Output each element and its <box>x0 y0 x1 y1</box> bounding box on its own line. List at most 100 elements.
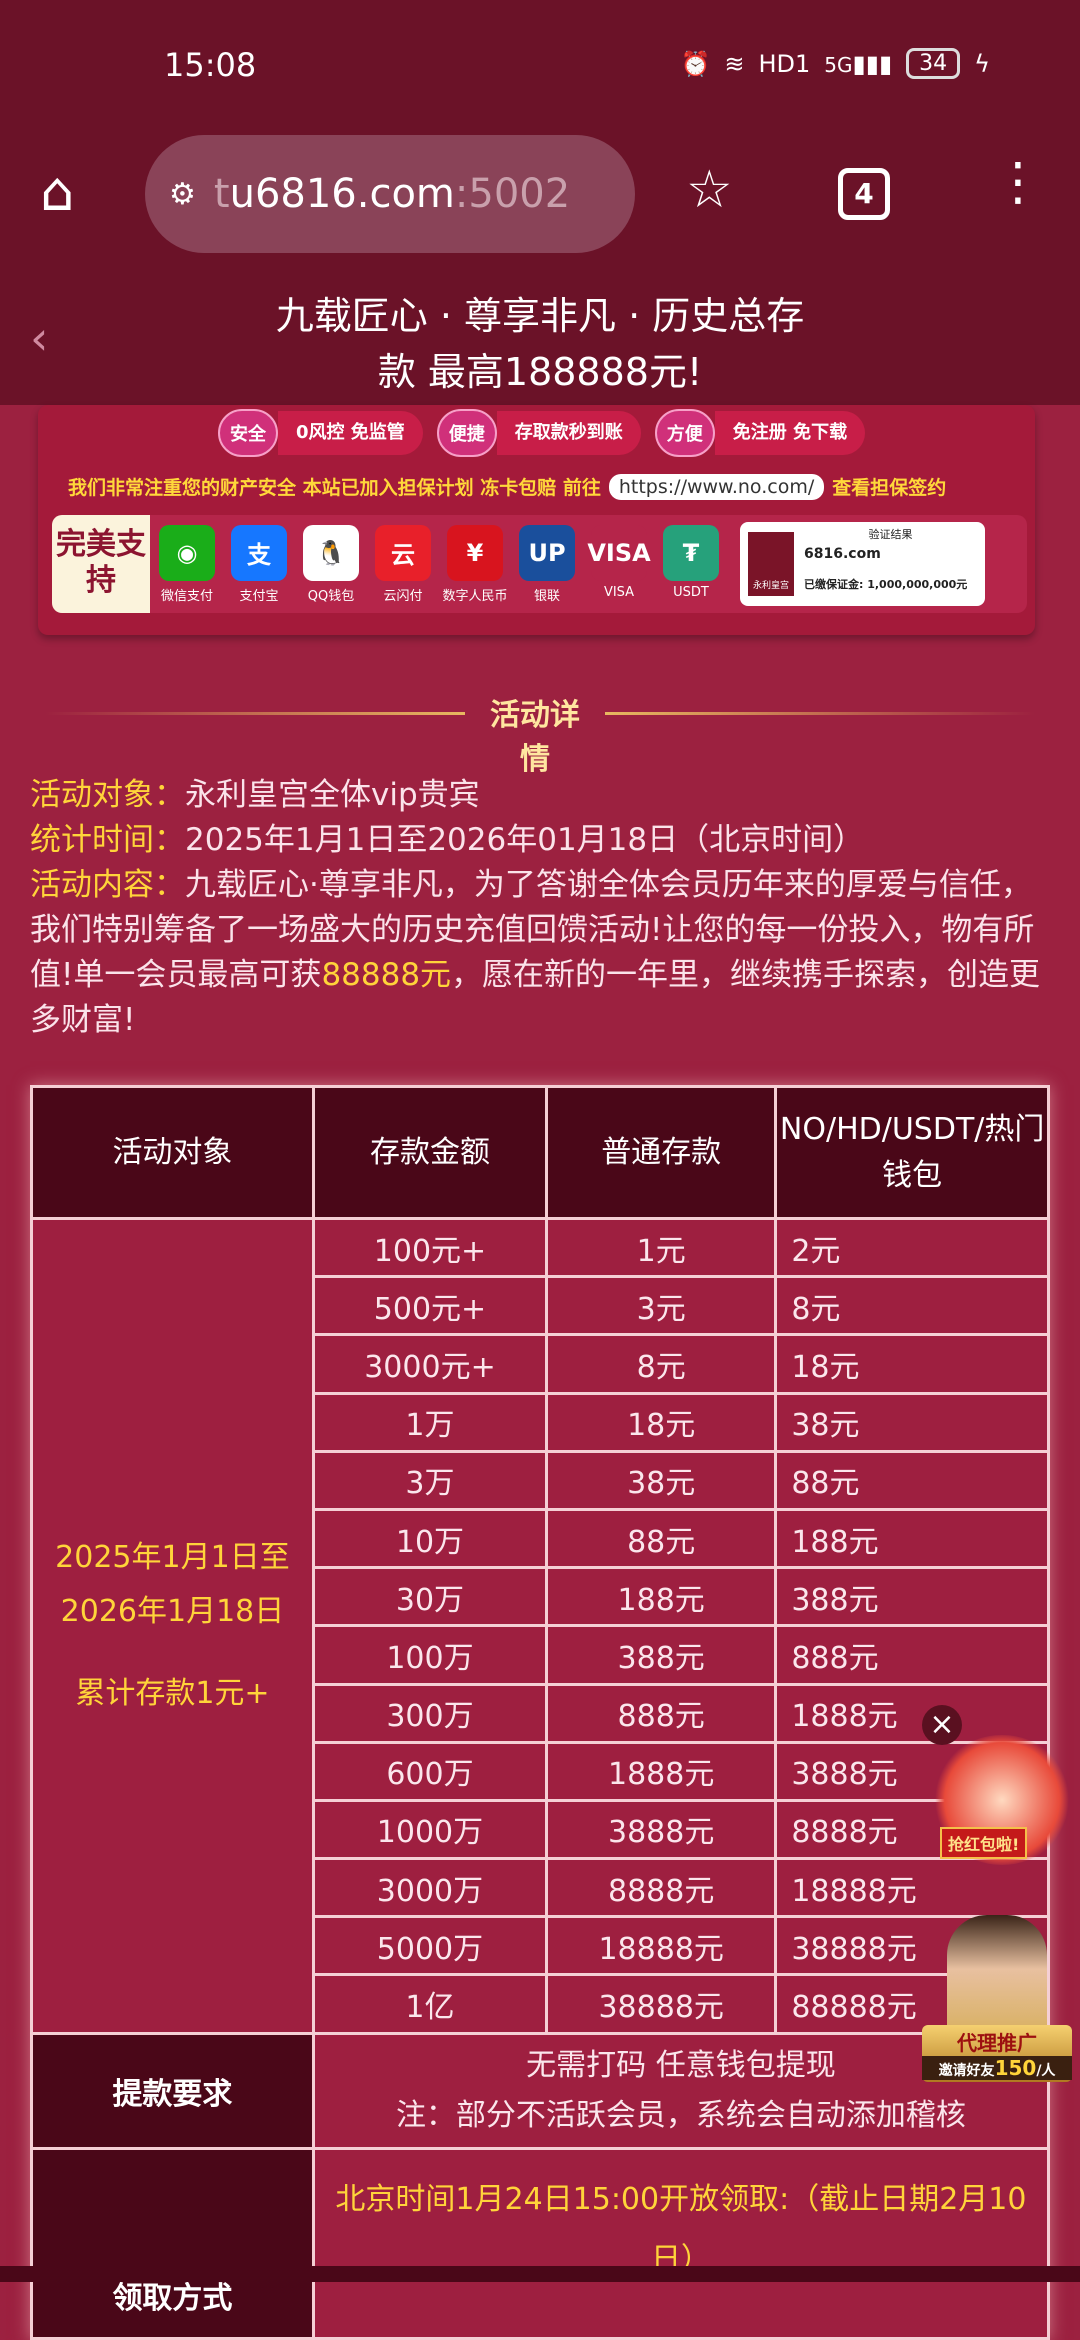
home-icon[interactable]: ⌂ <box>40 160 75 223</box>
normal-bonus-cell: 3888元 <box>545 1798 778 1861</box>
clock: 15:08 <box>164 46 257 84</box>
table-row: 1万 18元 38元 <box>32 1391 1050 1453</box>
amount-cell: 5000万 <box>311 1915 549 1977</box>
header-normal: 普通存款 <box>545 1085 778 1220</box>
amount-cell: 100元+ <box>311 1216 549 1279</box>
amount-cell: 100万 <box>311 1624 549 1686</box>
payment-logo-icon: ₮ <box>663 524 719 581</box>
target-value: 永利皇宫全体vip贵宾 <box>185 777 480 813</box>
payment-logo-icon: ¥ <box>447 524 503 581</box>
tab-switcher-button[interactable]: 4 <box>838 168 890 220</box>
pill-tag: 安全 <box>218 409 278 457</box>
amount-cell: 1000万 <box>311 1798 549 1861</box>
url-prefix: t <box>213 171 230 217</box>
payment-method: ¥ 数字人民币 <box>440 524 510 604</box>
table-row: 10万 88元 188元 <box>32 1507 1050 1570</box>
close-icon[interactable]: × <box>922 1705 962 1745</box>
feature-pill-fast: 便捷 存取款秒到账 <box>436 409 641 457</box>
section-divider: 活动详情 <box>45 690 1035 777</box>
payment-label: 微信支付 <box>160 588 213 604</box>
pill-text: 存取款秒到账 <box>496 411 641 455</box>
feature-pill-safe: 安全 0风控 免监管 <box>218 409 423 457</box>
payment-label: QQ钱包 <box>307 588 355 604</box>
normal-bonus-cell: 88元 <box>545 1507 778 1570</box>
divider-line-right <box>605 712 1035 715</box>
activity-intro: 活动对象：永利皇宫全体vip贵宾 统计时间：2025年1月1日至2026年01月… <box>30 773 1050 1043</box>
charging-icon: ϟ <box>974 49 990 78</box>
agent-title: 代理推广 <box>957 2031 1037 2055</box>
guarantee-notice: 我们非常注重您的财产安全 本站已加入担保计划 冻卡包赔 前往 https://w… <box>68 473 946 500</box>
guarantee-banner: 安全 0风控 免监管 便捷 存取款秒到账 方便 免注册 免下载 我们非常注重您的财产安… <box>38 405 1035 635</box>
table-row: 300万 888元 1888元 <box>32 1682 1050 1744</box>
amount-cell: 600万 <box>311 1740 549 1802</box>
payment-method: 🐧 QQ钱包 <box>296 524 366 604</box>
verify-title: 验证结果 <box>868 528 913 541</box>
verification-card: 验证结果 永利皇宫 6816.com 已缴保证金: 1,000,000,000元 <box>740 522 985 606</box>
normal-bonus-cell: 1元 <box>545 1216 778 1279</box>
table-row: 3000万 8888元 18888元 <box>32 1857 1050 1919</box>
address-bar[interactable]: ⚙ t u6816.com:5002 <box>145 135 635 253</box>
target-cell: 2025年1月1日至 2026年1月18日 累计存款1元+ <box>30 1217 315 2035</box>
normal-bonus-cell: 38元 <box>545 1449 778 1511</box>
wallet-bonus-cell: 388元 <box>774 1566 1050 1628</box>
pill-text: 0风控 免监管 <box>278 411 423 455</box>
amount-cell: 3000元+ <box>311 1333 549 1395</box>
payment-label: 云闪付 <box>383 588 423 604</box>
table-row: 1000万 3888元 8888元 <box>32 1798 1050 1861</box>
payment-method: ₮ USDT <box>656 524 726 604</box>
amount-cell: 1亿 <box>311 1973 549 2035</box>
claim-label: 领取方式 <box>30 2146 315 2340</box>
header-amount: 存款金额 <box>311 1085 549 1220</box>
wallet-bonus-cell: 8元 <box>774 1275 1050 1337</box>
url-host: u6816.com <box>229 171 455 217</box>
payment-logo-icon: 支 <box>231 524 287 581</box>
amount-cell: 10万 <box>311 1507 549 1570</box>
amount-cell: 30万 <box>311 1566 549 1628</box>
normal-bonus-cell: 188元 <box>545 1566 778 1628</box>
header-target: 活动对象 <box>30 1085 315 1220</box>
normal-bonus-cell: 38888元 <box>545 1973 778 2035</box>
url-port: :5002 <box>454 171 571 217</box>
back-chevron-icon[interactable]: ‹ <box>30 311 49 365</box>
normal-bonus-cell: 18元 <box>545 1391 778 1453</box>
bonus-table: 活动对象 存款金额 普通存款 NO/HD/USDT/热门钱包 2025年1月1日… <box>30 1085 1051 2340</box>
amount-cell: 1万 <box>311 1391 549 1453</box>
target-line: 2026年1月18日 <box>60 1593 285 1629</box>
site-settings-icon[interactable]: ⚙ <box>169 176 196 212</box>
page-title-line1: 九载匠心 · 尊享非凡 · 历史总存 <box>275 294 805 338</box>
hd-icon: HD1 <box>758 49 811 78</box>
agent-sub: 邀请好友 <box>938 2063 995 2079</box>
content-label: 活动内容： <box>30 867 185 903</box>
content-highlight: 88888元 <box>321 957 452 993</box>
payment-method: 支支付宝 <box>224 524 294 604</box>
page-title-line2: 款 最高188888元! <box>377 350 703 394</box>
more-menu-icon[interactable]: ⋮ <box>992 152 1044 212</box>
agent-promo-float[interactable]: 代理推广 邀请好友150/人 <box>922 1915 1072 2082</box>
normal-bonus-cell: 3元 <box>545 1275 778 1337</box>
promo-image <box>947 1915 1047 2035</box>
bookmark-star-icon[interactable]: ☆ <box>686 160 733 220</box>
guarantee-link[interactable]: https://www.no.com/ <box>608 473 825 500</box>
claim-row: 领取方式 北京时间1月24日15:00开放领取:（截止日期2月10日） <box>30 2146 1051 2340</box>
battery-icon: 34 <box>906 48 961 79</box>
red-packet-label[interactable]: 抢红包啦! <box>940 1827 1028 1859</box>
payment-method: UP 银联 <box>512 524 582 604</box>
payment-logo-icon: VISA <box>587 524 651 581</box>
browser-toolbar: ⌂ ⚙ t u6816.com:5002 ☆ 4 ⋮ <box>0 130 1080 280</box>
notice-tail: 查看担保签约 <box>832 477 947 499</box>
payment-method: ◉ 微信支付 <box>152 524 222 604</box>
amount-cell: 500元+ <box>311 1275 549 1337</box>
wallet-bonus-cell: 2元 <box>774 1216 1050 1279</box>
wallet-bonus-cell: 18888元 <box>774 1857 1050 1919</box>
table-row: 500元+ 3元 8元 <box>32 1275 1050 1337</box>
red-packet-float[interactable]: 抢红包啦! × <box>922 1705 1072 1865</box>
section-title: 活动详情 <box>490 698 580 777</box>
normal-bonus-cell: 8888元 <box>545 1857 778 1919</box>
table-row: 3万 38元 88元 <box>32 1449 1050 1511</box>
table-row: 100万 388元 888元 <box>32 1624 1050 1686</box>
signal-icon: 5G▮▮▮ <box>824 49 893 78</box>
divider-line-left <box>45 712 465 715</box>
pill-tag: 便捷 <box>436 409 497 457</box>
time-label: 统计时间： <box>30 822 185 858</box>
target-label: 活动对象： <box>30 777 185 813</box>
